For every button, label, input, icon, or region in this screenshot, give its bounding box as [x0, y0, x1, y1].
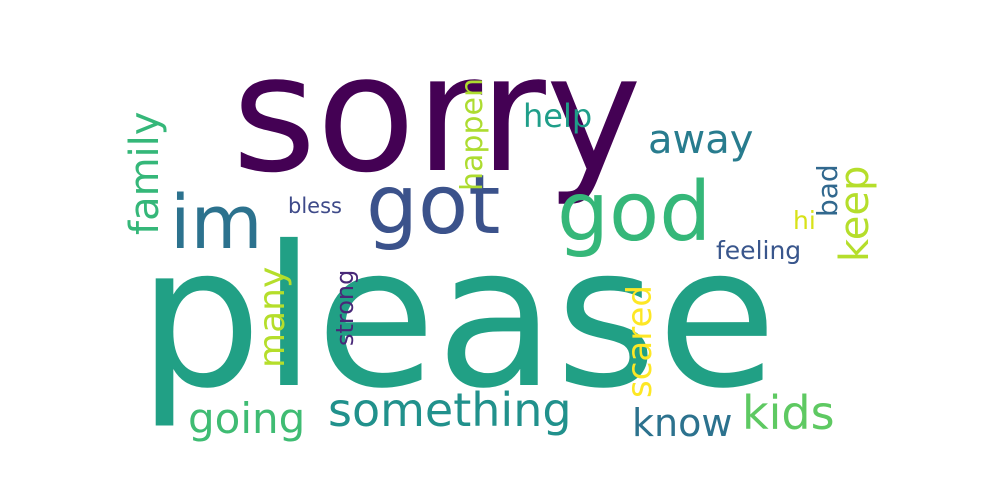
word-happen: happen	[455, 78, 490, 191]
word-family: family	[122, 111, 168, 235]
word-feeling: feeling	[716, 236, 802, 265]
word-help: help	[523, 97, 593, 135]
word-sorry: sorry	[232, 21, 642, 209]
word-scared: scared	[620, 285, 660, 398]
word-bad: bad	[811, 164, 844, 217]
word-please: please	[138, 204, 777, 431]
word-kids: kids	[742, 386, 835, 440]
word-god: god	[557, 165, 712, 260]
word-got: got	[366, 158, 501, 253]
word-going: going	[188, 394, 306, 443]
word-hi: hi	[793, 206, 816, 235]
word-bless: bless	[288, 194, 342, 218]
word-something: something	[328, 383, 572, 437]
word-many: many	[252, 266, 293, 368]
word-know: know	[632, 401, 733, 445]
word-im: im	[170, 180, 263, 266]
word-strong: strong	[331, 269, 359, 346]
word-away: away	[648, 117, 754, 163]
